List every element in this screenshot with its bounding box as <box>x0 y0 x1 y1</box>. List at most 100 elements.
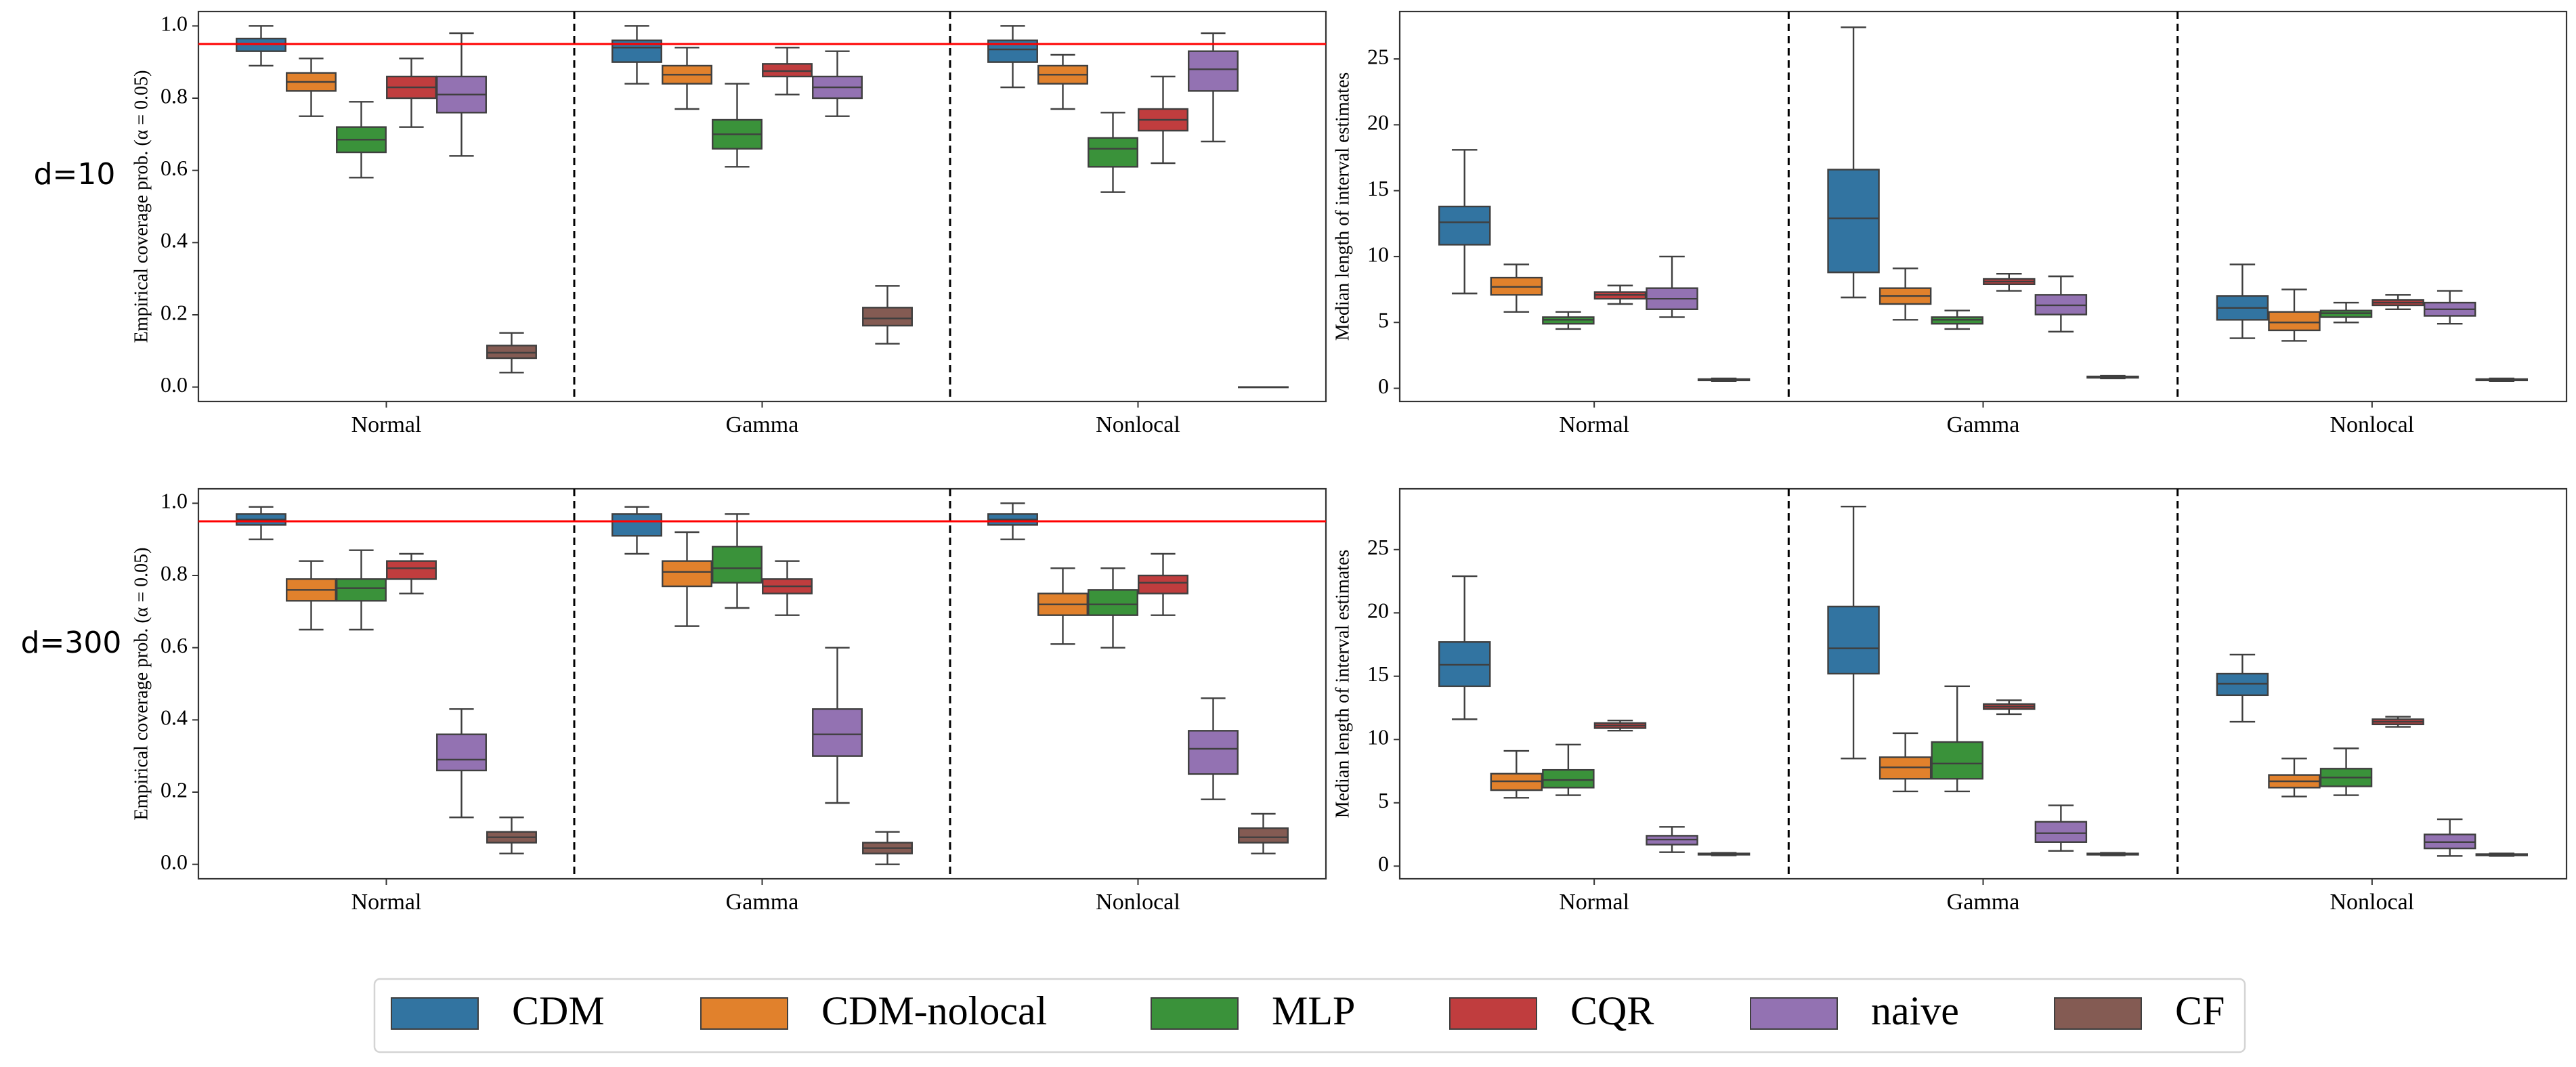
box-naive-nonlocal <box>2423 290 2476 325</box>
panel-coverage-d10: 0.0 0.2 0.4 0.6 0.8 1.0 Empirical coverage pro… <box>131 10 1327 437</box>
box-naive-normal <box>1646 255 1698 318</box>
legend-item-cf: CF <box>2054 988 2225 1033</box>
box-mlp-nonlocal <box>2319 747 2373 796</box>
x-tick-label-nonlocal: Nonlocal <box>2330 412 2415 437</box>
box-cdm-nolocal-nonlocal <box>1037 53 1088 110</box>
box-mlp-normal <box>1542 311 1595 330</box>
box-cqr-normal <box>386 58 437 128</box>
y-tick-label: 10 <box>1367 725 1389 749</box>
box-cdm-nolocal-normal <box>286 560 337 631</box>
y-tick-label: 1.0 <box>160 489 188 513</box>
box-cdm-normal <box>236 25 286 67</box>
box-cdm-nolocal-gamma <box>1879 732 1932 793</box>
x-tick-label-gamma: Gamma <box>726 412 799 437</box>
box-cdm-nolocal-gamma <box>662 531 712 627</box>
x-tick-label-nonlocal: Nonlocal <box>2330 890 2415 915</box>
box-cdm-gamma <box>611 506 662 555</box>
legend-label: MLP <box>1272 988 1355 1033</box>
box-iqr <box>1438 205 1491 246</box>
box-cdm-normal <box>1438 149 1491 295</box>
box-iqr <box>1238 827 1289 844</box>
legend-swatch <box>1151 997 1239 1030</box>
y-tick-label: 20 <box>1367 598 1389 623</box>
x-tick-label-normal: Normal <box>351 890 422 915</box>
y-axis-label: Median length of interval estimates <box>1332 72 1353 341</box>
y-tick-label: 5 <box>1378 308 1389 332</box>
box-cqr-normal <box>1593 284 1647 305</box>
box-mlp-normal <box>1542 743 1595 796</box>
y-tick-label: 0.2 <box>160 777 188 802</box>
x-tick-label-normal: Normal <box>1559 412 1629 437</box>
legend-item-naive: naive <box>1750 988 1959 1033</box>
panel-length-d300: 0 5 10 15 20 25 Median length of interval esti… <box>1332 487 2568 915</box>
box-cf-normal <box>1697 852 1751 856</box>
box-cf-gamma <box>862 831 913 865</box>
legend-label: CDM <box>512 988 605 1033</box>
box-cqr-nonlocal <box>1138 75 1188 165</box>
legend-label: CQR <box>1570 988 1654 1033</box>
box-iqr <box>336 578 387 602</box>
box-cdm-nolocal-nonlocal <box>2268 288 2321 342</box>
legend-label: CDM-nolocal <box>821 988 1047 1033</box>
box-cqr-normal <box>386 552 437 594</box>
box-iqr <box>386 560 437 580</box>
box-iqr <box>1827 605 1880 675</box>
box-cf-gamma <box>2086 374 2139 380</box>
y-tick-label: 0.2 <box>160 300 188 324</box>
y-tick-label: 1.0 <box>160 12 188 36</box>
y-axis-label: Median length of interval estimates <box>1332 550 1353 819</box>
box-cqr-gamma <box>1983 699 2036 716</box>
box-cqr-normal <box>1593 720 1647 732</box>
box-cf-normal <box>1697 377 1751 383</box>
panel-coverage-d300: 0.0 0.2 0.4 0.6 0.8 1.0 Empirical coverage pro… <box>131 487 1327 915</box>
row-label-d300: d=300 <box>21 626 122 660</box>
box-iqr <box>436 733 487 772</box>
box-cdm-gamma <box>611 25 662 85</box>
box-iqr <box>2034 821 2088 843</box>
y-tick-label: 0.6 <box>160 633 188 657</box>
y-tick-label: 0.4 <box>160 228 188 253</box>
box-iqr <box>2268 311 2321 332</box>
box-cdm-nonlocal <box>987 25 1038 89</box>
box-iqr <box>712 546 763 584</box>
box-naive-normal <box>1646 826 1698 853</box>
x-tick-label-gamma: Gamma <box>726 890 799 915</box>
box-cf-normal <box>486 816 537 854</box>
box-cqr-gamma <box>1983 273 2036 292</box>
box-iqr <box>1188 50 1239 92</box>
y-tick-label: 0.0 <box>160 850 188 874</box>
legend: CDM CDM-nolocal MLP CQR naive CF <box>373 978 2246 1053</box>
box-cdm-nolocal-nonlocal <box>1037 567 1088 645</box>
box-naive-normal <box>436 708 487 819</box>
box-iqr <box>1827 169 1880 274</box>
box-cqr-gamma <box>762 560 813 616</box>
y-tick-label: 0 <box>1378 374 1389 398</box>
box-cdm-nolocal-normal <box>286 58 337 117</box>
box-cdm-nolocal-normal <box>1490 263 1543 313</box>
axes-frame <box>1398 10 2568 403</box>
y-axis-label: Empirical coverage prob. (α = 0.05) <box>131 70 152 343</box>
box-mlp-gamma <box>1931 685 1983 793</box>
box-iqr <box>1088 589 1138 616</box>
legend-swatch <box>1449 997 1537 1030</box>
box-iqr <box>1138 574 1188 594</box>
box-iqr <box>1542 768 1595 789</box>
legend-item-cdm-nolocal: CDM-nolocal <box>700 988 1047 1033</box>
y-tick-label: 25 <box>1367 44 1389 68</box>
box-cf-gamma <box>862 285 913 345</box>
box-iqr <box>611 513 662 537</box>
y-tick-label: 10 <box>1367 242 1389 266</box>
box-mlp-gamma <box>712 513 763 609</box>
box-naive-gamma <box>2034 275 2088 333</box>
box-iqr <box>662 560 712 588</box>
box-naive-nonlocal <box>2423 818 2476 857</box>
x-tick-label-normal: Normal <box>1559 890 1629 915</box>
box-iqr <box>1188 730 1239 775</box>
box-cdm-gamma <box>1827 26 1880 299</box>
box-mlp-gamma <box>712 83 763 168</box>
legend-label: CF <box>2175 988 2225 1033</box>
y-tick-label: 15 <box>1367 176 1389 200</box>
y-tick-label: 20 <box>1367 110 1389 135</box>
box-cqr-nonlocal <box>2371 294 2424 310</box>
